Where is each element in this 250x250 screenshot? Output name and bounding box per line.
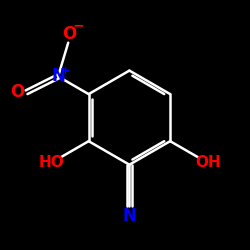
- Text: HO: HO: [38, 155, 64, 170]
- Text: O: O: [62, 25, 77, 43]
- Text: −: −: [73, 18, 84, 32]
- Text: OH: OH: [195, 155, 220, 170]
- Text: +: +: [61, 66, 70, 76]
- Text: O: O: [10, 83, 25, 101]
- Text: N: N: [122, 207, 136, 225]
- Text: N: N: [51, 68, 65, 86]
